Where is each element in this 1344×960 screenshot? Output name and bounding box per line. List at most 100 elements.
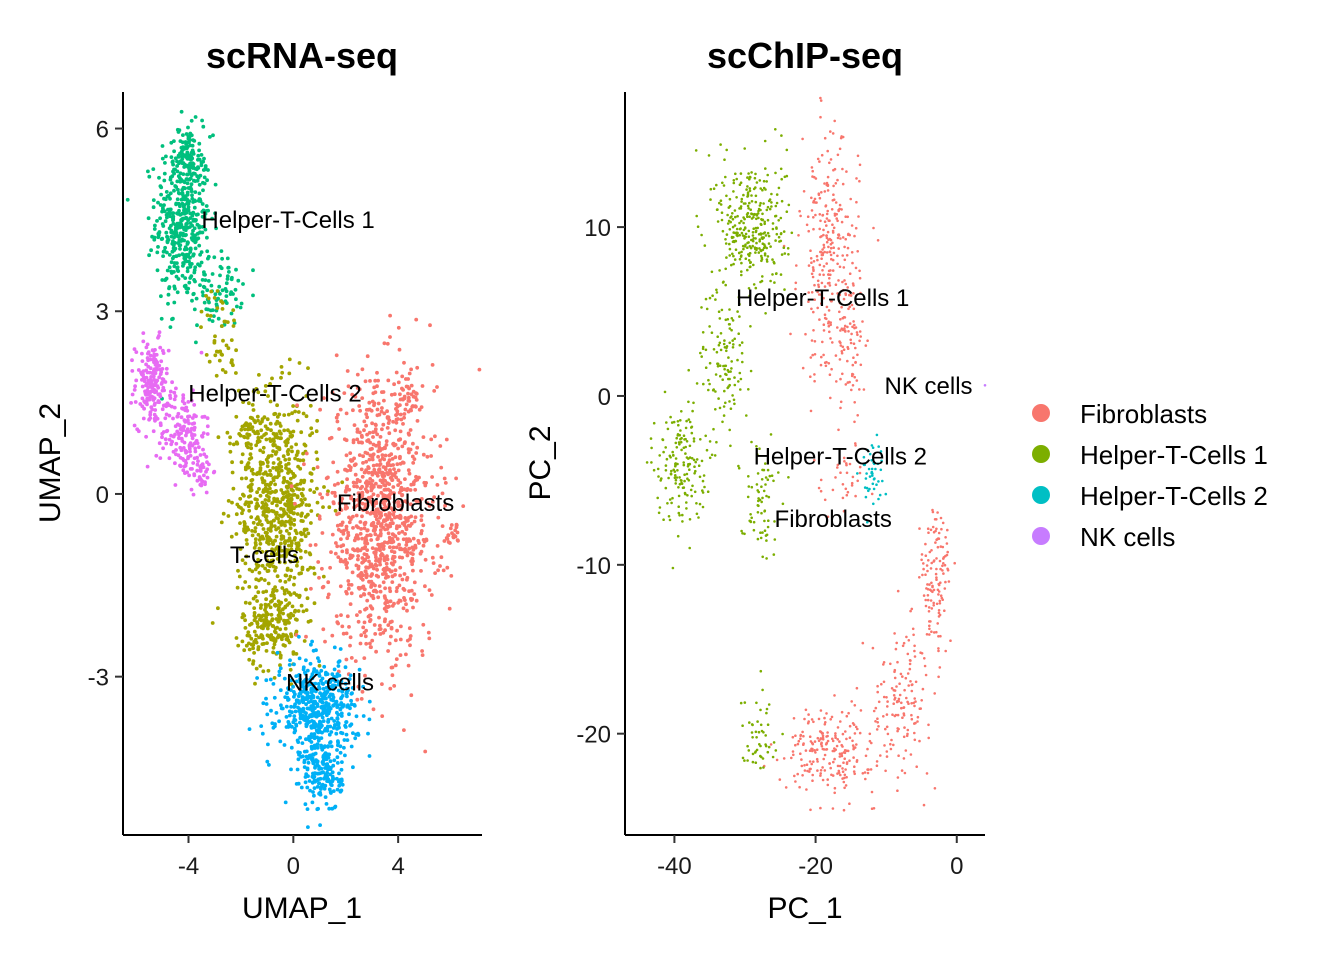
data-point: [848, 736, 852, 739]
data-point: [213, 211, 218, 216]
data-point: [383, 586, 387, 591]
data-point: [874, 720, 877, 723]
data-point: [336, 664, 341, 668]
data-point: [259, 522, 264, 527]
data-point: [260, 563, 265, 568]
data-point: [387, 418, 392, 423]
data-point: [265, 537, 270, 542]
data-point: [848, 802, 851, 805]
data-point: [402, 588, 407, 592]
data-point: [172, 284, 177, 289]
data-point: [785, 210, 789, 213]
data-point: [828, 373, 832, 377]
data-point: [365, 533, 369, 538]
data-point: [264, 597, 268, 602]
data-point: [894, 647, 898, 651]
data-point: [258, 541, 263, 546]
data-point: [271, 466, 276, 470]
data-point: [808, 760, 812, 763]
data-point: [721, 420, 724, 424]
data-point: [281, 491, 285, 495]
data-point: [754, 230, 758, 234]
data-point: [226, 499, 231, 503]
data-point: [129, 401, 134, 405]
data-point: [160, 144, 165, 148]
data-point: [397, 555, 402, 560]
data-point: [185, 190, 190, 195]
data-point: [758, 179, 762, 182]
data-point: [884, 769, 887, 773]
data-point: [746, 195, 749, 198]
data-point: [402, 441, 407, 446]
data-point: [158, 421, 163, 426]
data-point: [263, 424, 268, 429]
data-point: [221, 511, 226, 516]
data-point: [260, 500, 265, 505]
data-point: [851, 384, 855, 387]
data-point: [774, 239, 777, 242]
data-point: [156, 400, 161, 404]
data-point: [329, 783, 334, 788]
data-point: [926, 594, 930, 597]
data-point: [282, 591, 287, 596]
data-point: [251, 389, 256, 394]
data-point: [864, 777, 867, 781]
data-point: [826, 783, 830, 787]
data-point: [284, 519, 288, 524]
data-point: [733, 209, 737, 212]
data-point: [903, 726, 906, 729]
data-point: [346, 579, 351, 583]
data-point: [730, 215, 733, 218]
data-point: [205, 249, 210, 254]
data-point: [186, 156, 190, 161]
data-point: [853, 234, 856, 238]
data-point: [191, 171, 196, 176]
data-point: [751, 238, 754, 242]
data-point: [856, 333, 859, 337]
data-point: [281, 454, 286, 459]
data-point: [442, 539, 447, 543]
data-point: [746, 268, 749, 272]
data-point: [196, 262, 200, 267]
data-point: [731, 252, 734, 256]
data-point: [374, 547, 378, 551]
data-point: [182, 418, 187, 423]
data-point: [350, 458, 355, 463]
data-point: [292, 492, 297, 497]
data-point: [442, 476, 447, 481]
data-point: [236, 568, 240, 573]
data-point: [199, 309, 204, 314]
data-point: [415, 419, 420, 423]
data-point: [355, 484, 359, 489]
data-point: [165, 215, 169, 220]
data-point: [325, 774, 329, 779]
data-point: [750, 217, 754, 220]
data-point: [858, 163, 862, 167]
data-point: [365, 541, 370, 546]
data-point: [199, 463, 204, 468]
data-point: [445, 565, 450, 570]
data-point: [333, 508, 338, 513]
data-point: [695, 382, 699, 385]
data-point: [236, 643, 241, 648]
data-point: [302, 709, 306, 714]
data-point: [361, 508, 366, 512]
data-point: [749, 325, 752, 328]
data-point: [176, 277, 181, 281]
data-point: [295, 618, 299, 622]
data-point: [379, 523, 384, 528]
data-point: [404, 402, 409, 407]
data-point: [402, 520, 407, 525]
data-point: [248, 494, 253, 498]
data-point: [174, 185, 179, 189]
data-point: [371, 435, 375, 439]
data-point: [393, 638, 398, 643]
data-point: [337, 427, 341, 431]
data-point: [258, 493, 263, 498]
data-point: [343, 503, 348, 507]
data-point: [203, 482, 207, 487]
data-point: [389, 626, 394, 631]
data-point: [276, 470, 281, 475]
data-point: [230, 470, 235, 475]
data-point: [342, 391, 347, 395]
